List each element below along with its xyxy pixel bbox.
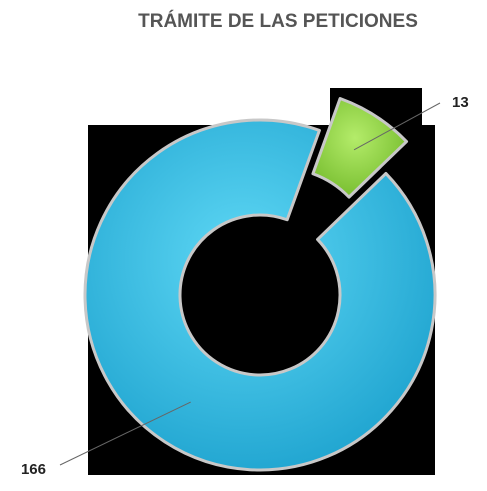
donut-slice [83, 118, 437, 472]
chart-title: TRÁMITE DE LAS PETICIONES [138, 10, 418, 32]
leader-line [353, 102, 441, 151]
donut-slice [311, 97, 409, 199]
data-label: 13 [452, 94, 469, 111]
data-label: 166 [21, 461, 46, 478]
leader-line [59, 401, 191, 466]
